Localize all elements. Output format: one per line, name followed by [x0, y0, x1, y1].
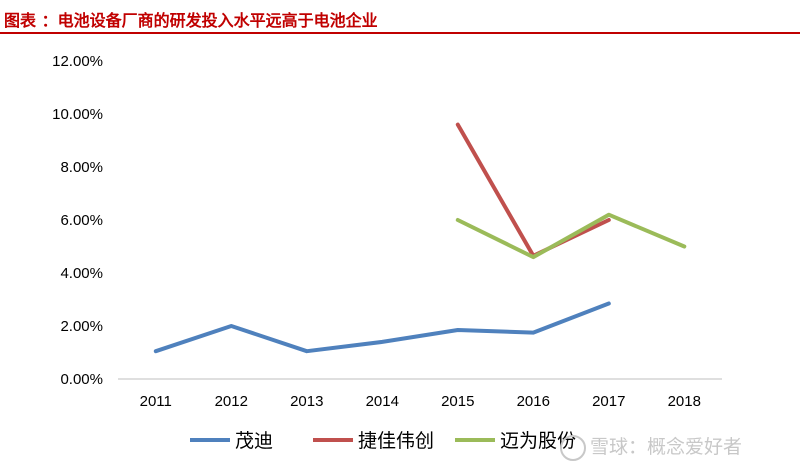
x-tick-label: 2015 — [441, 393, 474, 410]
y-tick-label: 6.00% — [60, 212, 103, 229]
x-tick-label: 2018 — [668, 393, 701, 410]
y-tick-label: 2.00% — [60, 318, 103, 335]
header-rule — [0, 32, 800, 34]
legend-label: 茂迪 — [235, 430, 273, 452]
series-line-1 — [153, 301, 611, 354]
y-tick-label: 10.00% — [52, 106, 103, 123]
legend-label: 捷佳伟创 — [358, 430, 434, 452]
x-tick-label: 2013 — [290, 393, 323, 410]
x-tick-label: 2017 — [592, 393, 625, 410]
x-tick-label: 2012 — [215, 393, 248, 410]
chart-header: 图表 ：电池设备厂商的研发投入水平远高于电池企业 — [0, 0, 800, 34]
x-tick-label: 2014 — [366, 393, 399, 410]
y-tick-label: 12.00% — [52, 53, 103, 70]
series-line-3 — [455, 212, 687, 260]
y-tick-label: 8.00% — [60, 159, 103, 176]
watermark-text: 雪球：概念爱好者 — [590, 436, 743, 458]
watermark: 雪球：概念爱好者 — [560, 432, 742, 461]
y-tick-label: 0.00% — [60, 371, 103, 388]
snowball-logo-icon — [560, 434, 586, 461]
chart-title: 图表 ：电池设备厂商的研发投入水平远高于电池企业 — [4, 11, 378, 30]
series-line-2 — [455, 122, 611, 258]
x-tick-label: 2016 — [517, 393, 550, 410]
x-tick-label: 2011 — [140, 393, 172, 410]
legend-label: 迈为股份 — [500, 430, 576, 452]
y-tick-label: 4.00% — [60, 265, 103, 282]
